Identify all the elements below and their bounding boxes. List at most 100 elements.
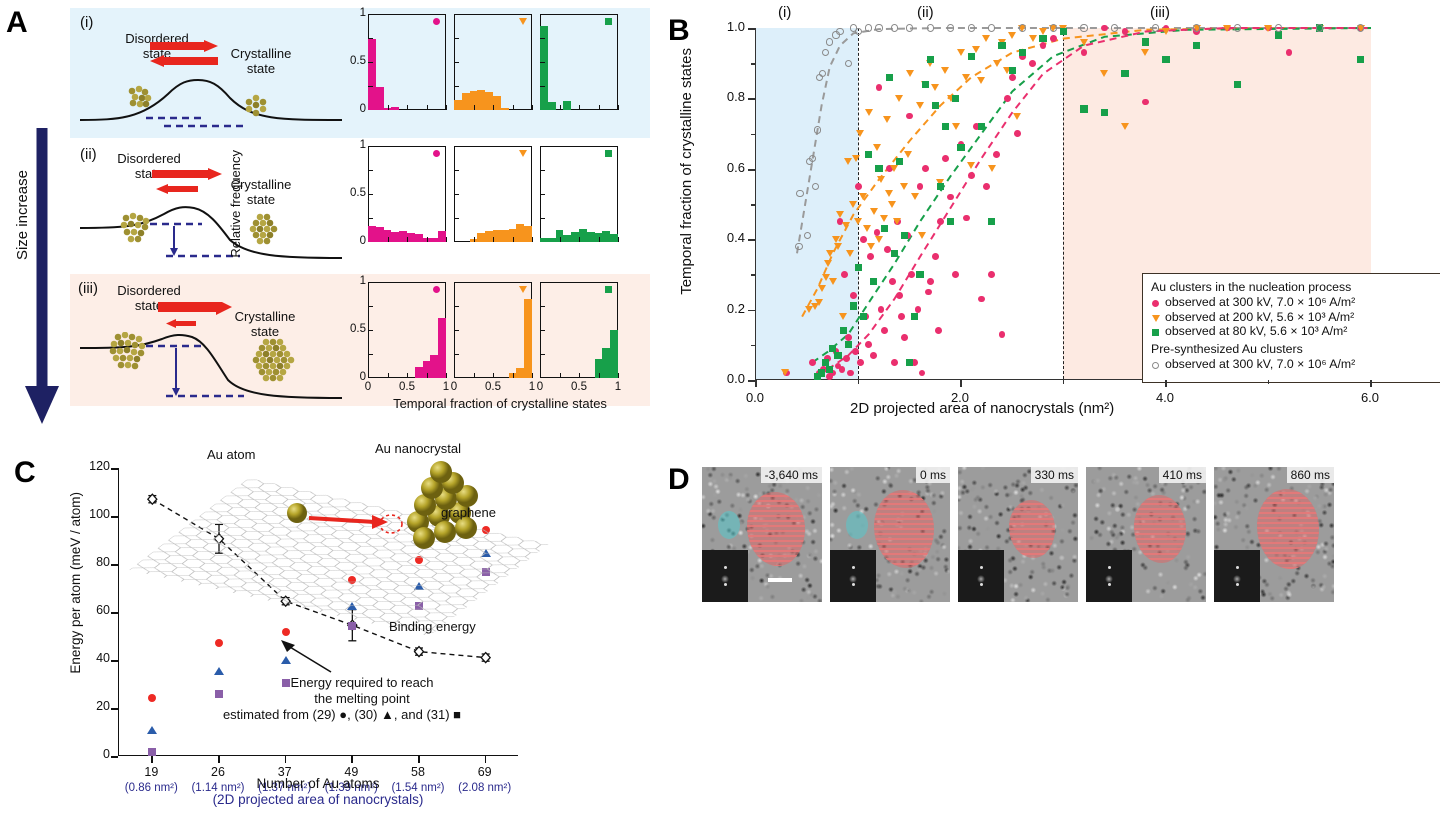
lattice-fringe (747, 560, 805, 562)
lattice-fringe (874, 543, 934, 545)
nanocrystal-overlay (874, 490, 934, 568)
lattice-fringe (1257, 557, 1319, 559)
panel-d: D -3,640 ms 0 ms 330 ms 410 ms 860 ms (660, 455, 1440, 645)
lattice-fringe (1134, 528, 1186, 530)
lattice-fringe (1257, 552, 1319, 554)
lattice-fringe (874, 538, 934, 540)
fft-inset (702, 550, 748, 602)
lattice-fringe (747, 530, 805, 532)
lattice-fringe (874, 523, 934, 525)
lattice-fringe (1009, 538, 1055, 540)
lattice-fringe (1009, 528, 1055, 530)
c-x-tick (151, 756, 153, 763)
lattice-fringe (1134, 553, 1186, 555)
fft-inset (1214, 550, 1260, 602)
lattice-fringe (874, 533, 934, 535)
lattice-fringe (874, 493, 934, 495)
row-ii-crystalline-cluster (246, 212, 286, 251)
row-i-red-arrows (150, 40, 226, 68)
lattice-fringe (747, 550, 805, 552)
b-x-minor-tick (1063, 380, 1065, 384)
lattice-fringe (874, 528, 934, 530)
lattice-fringe (874, 553, 934, 555)
lattice-fringe (874, 558, 934, 560)
b-y-tick (748, 98, 755, 100)
b-x-tick (1370, 380, 1372, 387)
panel-c-xlabel-2: (2D projected area of nanocrystals) (98, 792, 538, 808)
frame-timestamp: 860 ms (1287, 467, 1334, 483)
lattice-fringe (747, 510, 805, 512)
lattice-fringe (874, 513, 934, 515)
lattice-fringe (1257, 522, 1319, 524)
b-y-tick-label: 0.4 (711, 230, 745, 245)
c-y-tick-label: 0 (76, 747, 110, 761)
b-y-tick (748, 380, 755, 382)
row-ii-roman: (ii) (80, 146, 97, 163)
lattice-fringe (1257, 547, 1319, 549)
lattice-fringe (1134, 538, 1186, 540)
lattice-fringe (1134, 533, 1186, 535)
lattice-fringe (1134, 518, 1186, 520)
tem-frame: 330 ms (958, 467, 1078, 602)
b-x-tick (1165, 380, 1167, 387)
frame-timestamp: -3,640 ms (761, 467, 822, 483)
lattice-fringe (1257, 527, 1319, 529)
lattice-fringe (747, 525, 805, 527)
row-iii-disordered-label: Disordered (100, 284, 198, 299)
tem-frame: 860 ms (1214, 467, 1334, 602)
row-i-crystalline-label: Crystalline (212, 47, 310, 62)
c-y-tick (111, 516, 118, 518)
row-ii-disordered-label: Disordered (100, 152, 198, 167)
b-x-tick-label: 0.0 (737, 390, 773, 405)
lattice-fringe (874, 508, 934, 510)
lattice-fringe (1134, 523, 1186, 525)
c-y-tick (111, 564, 118, 566)
c-x-tick (351, 756, 353, 763)
lattice-fringe (1257, 512, 1319, 514)
lattice-fringe (1009, 513, 1055, 515)
b-x-tick-label: 2.0 (942, 390, 978, 405)
lattice-fringe (1009, 533, 1055, 535)
lattice-fringe (1257, 497, 1319, 499)
lattice-fringe (874, 548, 934, 550)
lattice-fringe (1257, 502, 1319, 504)
lattice-fringe (874, 503, 934, 505)
fft-inset (1086, 550, 1132, 602)
c-y-tick-label: 60 (76, 603, 110, 617)
panel-a-ylabel: Relative frequency (228, 150, 243, 258)
scale-bar (768, 578, 792, 582)
lattice-fringe (747, 520, 805, 522)
lattice-fringe (747, 545, 805, 547)
lattice-fringe (1257, 517, 1319, 519)
lattice-fringe (874, 518, 934, 520)
tem-frame: -3,640 ms (702, 467, 822, 602)
b-x-minor-tick (1268, 380, 1270, 384)
row-i-roman: (i) (80, 14, 93, 31)
c-y-tick (111, 660, 118, 662)
lattice-fringe (1257, 532, 1319, 534)
fft-inset (958, 550, 1004, 602)
panel-d-frames: -3,640 ms 0 ms 330 ms 410 ms 860 ms (660, 455, 1440, 645)
panel-a: A Size increase (i) Disordered state Cry… (0, 0, 660, 430)
row-i-energy-landscape (80, 68, 350, 136)
tem-frame: 0 ms (830, 467, 950, 602)
lattice-fringe (1134, 558, 1186, 560)
b-y-tick (748, 169, 755, 171)
c-x-tick (485, 756, 487, 763)
b-y-tick-label: 0.0 (711, 371, 745, 386)
panel-a-xlabel: Temporal fraction of crystalline states (360, 397, 640, 412)
lattice-fringe (1257, 562, 1319, 564)
b-y-minor-tick (751, 134, 755, 136)
lattice-fringe (1257, 567, 1319, 569)
c-y-tick (111, 756, 118, 758)
b-x-tick (755, 380, 757, 387)
panel-a-letter: A (6, 6, 28, 40)
lattice-fringe (1009, 523, 1055, 525)
lattice-fringe (1134, 508, 1186, 510)
row-iii-roman: (iii) (78, 280, 98, 297)
row-iii-red-arrows (158, 302, 236, 330)
b-y-minor-tick (751, 274, 755, 276)
c-x-tick (285, 756, 287, 763)
lattice-fringe (747, 500, 805, 502)
panel-b-axes: 0.0 2.0 4.0 6.0 0.0 0.2 0.4 0.6 0.8 1.0 (660, 0, 1440, 440)
